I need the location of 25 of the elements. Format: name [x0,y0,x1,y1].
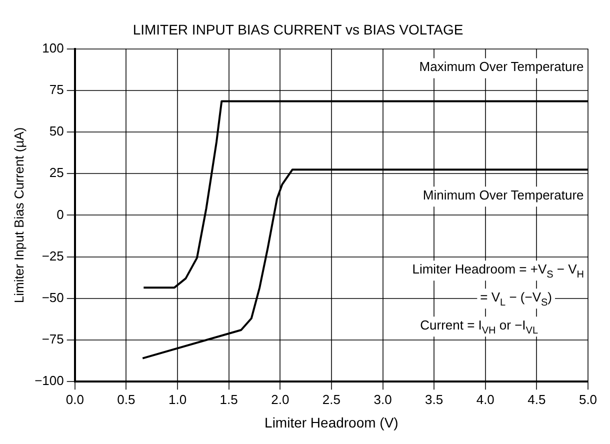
y-tick-label: 75 [49,82,64,97]
y-tick-label: −50 [42,290,64,305]
y-tick-label: 0 [56,206,64,222]
x-tick-label: 1.0 [168,392,187,407]
x-tick-label: 2.5 [322,392,340,407]
series-label: Minimum Over Temperature [422,188,584,203]
y-tick-label: −100 [34,373,64,388]
y-tick-label: 25 [49,165,64,180]
x-tick-label: 4.5 [528,392,546,407]
x-axis-title: Limiter Headroom (V) [264,414,398,430]
x-tick-label: 5.0 [578,392,598,407]
x-tick-label: 4.0 [476,392,494,407]
y-tick-label: 100 [42,40,64,56]
x-tick-label: 3.5 [425,392,444,407]
y-tick-label: −75 [42,332,64,347]
y-tick-label: −25 [42,248,64,264]
x-tick-label: 0.0 [66,392,84,407]
x-tick-label: 3.0 [374,392,392,407]
x-tick-label: 1.5 [220,392,238,407]
chart-title: LIMITER INPUT BIAS CURRENT vs BIAS VOLTAGE [132,21,464,38]
text: Maximum Over Temperature [419,59,584,74]
y-axis-title: Limiter Input Bias Current (µA) [11,127,26,304]
x-tick-label: 2.0 [271,392,290,407]
y-tick-label: 50 [49,124,64,139]
x-tick-label: 0.5 [117,392,136,407]
